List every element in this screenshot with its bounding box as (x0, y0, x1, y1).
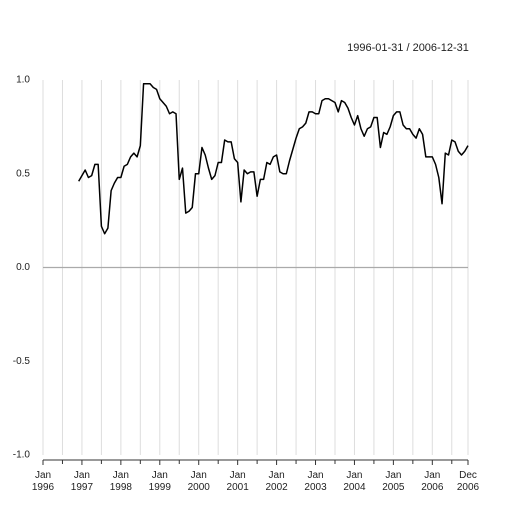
x-tick-label: Jan 2000 (188, 470, 211, 493)
y-tick-label: 0.0 (16, 262, 30, 273)
x-tick-label: Jan 1998 (110, 470, 133, 493)
x-tick-label: Jan 1999 (149, 470, 172, 493)
x-tick-label: Jan 2006 (421, 470, 444, 493)
y-tick-label: -0.5 (13, 356, 31, 367)
y-tick-label: 0.5 (16, 168, 30, 179)
y-tick-label: -1.0 (13, 450, 31, 461)
data-line (78, 83, 469, 235)
x-tick-label: Jan 2003 (304, 470, 327, 493)
chart-title: 1996-01-31 / 2006-12-31 (347, 42, 469, 54)
x-tick-label: Jan 2002 (265, 470, 288, 493)
x-tick-label: Dec 2006 (457, 470, 480, 493)
y-tick-label: 1.0 (16, 75, 30, 86)
x-tick-label: Jan 1997 (71, 470, 94, 493)
x-tick-label: Jan 2004 (343, 470, 366, 493)
x-tick-label: Jan 1996 (32, 470, 55, 493)
x-tick-label: Jan 2005 (382, 470, 405, 493)
x-tick-label: Jan 2001 (227, 470, 250, 493)
